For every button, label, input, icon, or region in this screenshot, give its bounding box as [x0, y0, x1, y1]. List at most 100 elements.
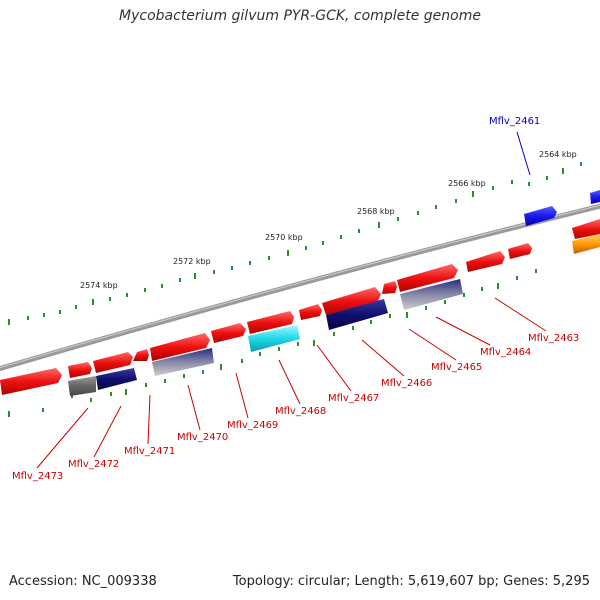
tick-mark — [492, 186, 494, 190]
tick-mark — [220, 364, 222, 370]
scale-label: 2564 kbp — [539, 150, 577, 159]
tick-mark — [90, 398, 92, 402]
gene-arrow[interactable] — [211, 323, 246, 343]
gene-label-mflv-2471[interactable]: Mflv_2471 — [124, 446, 175, 457]
scale-label: 2570 kbp — [265, 233, 303, 242]
tick-mark — [435, 205, 437, 209]
gene-labels: Mflv_2461 Mflv_2463 Mflv_2464 Mflv_2465 … — [12, 116, 579, 482]
gene-arrow[interactable] — [96, 368, 137, 390]
leader-line — [516, 131, 531, 176]
tick-mark — [259, 352, 261, 356]
tick-mark — [340, 235, 342, 239]
tick-mark — [241, 359, 243, 363]
tick-mark — [164, 379, 166, 383]
gene-label-mflv-2470[interactable]: Mflv_2470 — [177, 432, 228, 443]
gene-label-mflv-2472[interactable]: Mflv_2472 — [68, 459, 119, 470]
gene-label-mflv-2468[interactable]: Mflv_2468 — [275, 406, 326, 417]
reverse-strand-genes — [68, 234, 600, 396]
gene-arrow[interactable] — [247, 311, 294, 334]
genome-backbone — [0, 203, 600, 372]
tick-mark — [43, 313, 45, 317]
forward-strand-genes — [0, 190, 600, 395]
label-leader-lines — [36, 131, 547, 469]
tick-mark — [535, 269, 537, 273]
tick-mark — [562, 168, 564, 174]
tick-mark — [231, 266, 233, 270]
tick-mark — [358, 229, 360, 233]
gene-arrow[interactable] — [397, 264, 458, 292]
leader-line — [494, 297, 547, 332]
tick-mark — [481, 287, 483, 291]
gene-arrow[interactable] — [0, 368, 62, 395]
gene-label-mflv-2473[interactable]: Mflv_2473 — [12, 471, 63, 482]
leader-line — [278, 359, 301, 405]
gene-arrow[interactable] — [152, 348, 214, 376]
tick-mark — [179, 278, 181, 282]
tick-mark — [425, 306, 427, 310]
tick-mark — [194, 273, 196, 279]
tick-mark — [213, 270, 215, 274]
tick-mark — [249, 261, 251, 265]
gene-label-mflv-2465[interactable]: Mflv_2465 — [431, 362, 482, 373]
tick-mark — [417, 211, 419, 215]
leader-line — [316, 344, 352, 392]
leader-line — [147, 394, 151, 445]
leader-line — [435, 316, 491, 346]
gene-arrow[interactable] — [150, 333, 210, 361]
tick-mark — [511, 180, 513, 184]
topology-text: Topology: circular; Length: 5,619,607 bp… — [232, 574, 590, 589]
tick-mark — [546, 176, 548, 180]
gene-arrow[interactable] — [322, 287, 381, 315]
scale-labels: 2574 kbp 2572 kbp 2570 kbp 2568 kbp 2566… — [80, 150, 577, 290]
tick-mark — [516, 276, 518, 280]
gene-arrow[interactable] — [68, 376, 96, 396]
gene-label-mflv-2469[interactable]: Mflv_2469 — [227, 420, 278, 431]
tick-mark — [125, 389, 127, 395]
tick-mark — [75, 305, 77, 309]
tick-mark — [126, 293, 128, 297]
genome-backbone-highlight — [0, 204, 600, 369]
gene-arrow[interactable] — [133, 349, 149, 361]
gene-arrow[interactable] — [572, 219, 600, 239]
gene-arrow[interactable] — [68, 362, 92, 378]
gene-arrow[interactable] — [508, 243, 532, 259]
gene-arrow[interactable] — [382, 281, 397, 294]
gene-arrow[interactable] — [299, 304, 322, 320]
tick-mark — [455, 199, 457, 203]
tick-mark — [406, 312, 408, 318]
gene-label-mflv-2463[interactable]: Mflv_2463 — [528, 333, 579, 344]
tick-mark — [297, 342, 299, 346]
gene-label-mflv-2466[interactable]: Mflv_2466 — [381, 378, 432, 389]
tick-mark — [497, 283, 499, 289]
gene-label-mflv-2464[interactable]: Mflv_2464 — [480, 347, 531, 358]
tick-mark — [202, 370, 204, 374]
tick-mark — [183, 374, 185, 378]
gene-arrow[interactable] — [572, 234, 600, 254]
gene-arrow[interactable] — [466, 251, 505, 272]
tick-mark — [397, 217, 399, 221]
tick-mark — [92, 299, 94, 305]
tick-mark — [370, 320, 372, 324]
tick-mark — [161, 284, 163, 288]
gene-arrow[interactable] — [326, 299, 388, 330]
gene-arrow[interactable] — [400, 279, 463, 310]
tick-mark — [389, 314, 391, 318]
gene-label-mflv-2461[interactable]: Mflv_2461 — [489, 116, 540, 127]
tick-mark — [145, 383, 147, 387]
leader-line — [235, 372, 249, 419]
tick-mark — [472, 191, 474, 197]
leader-line — [187, 384, 201, 431]
gene-arrow[interactable] — [524, 206, 557, 226]
gene-arrow[interactable] — [590, 190, 600, 204]
tick-mark — [42, 408, 44, 412]
outer-scale-ticks — [8, 162, 582, 325]
tick-mark — [305, 246, 307, 250]
gene-label-mflv-2467[interactable]: Mflv_2467 — [328, 393, 379, 404]
gene-arrow[interactable] — [93, 352, 133, 373]
gene-arrow[interactable] — [248, 325, 300, 352]
tick-mark — [444, 300, 446, 304]
scale-label: 2574 kbp — [80, 281, 118, 290]
tick-mark — [268, 256, 270, 260]
tick-mark — [313, 340, 315, 346]
